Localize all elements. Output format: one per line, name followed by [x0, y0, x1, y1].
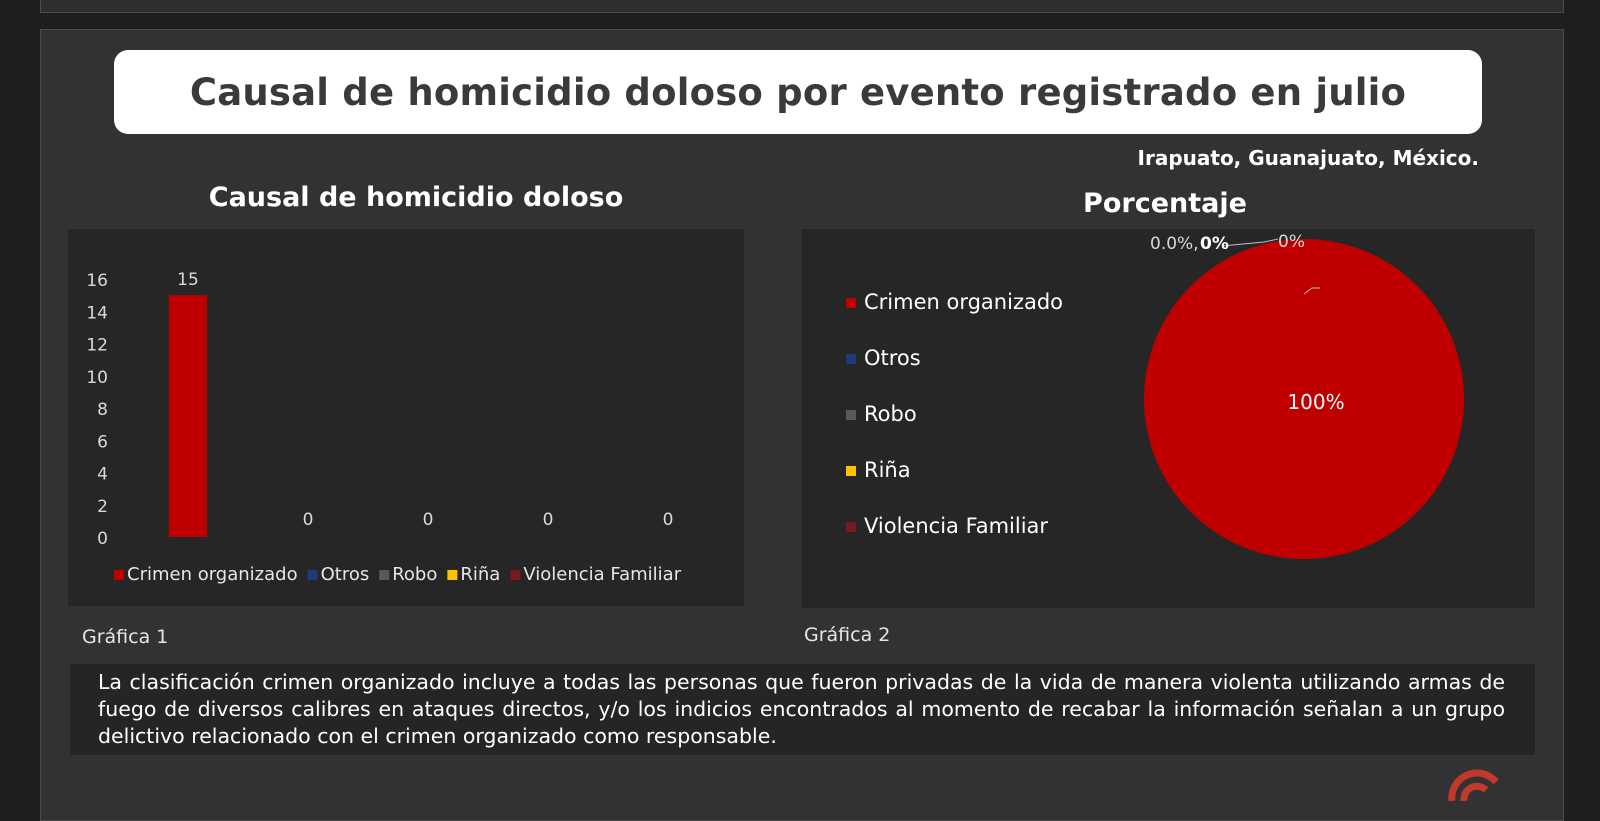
y-tick-label: 12: [86, 336, 108, 356]
y-tick-label: 16: [86, 271, 108, 291]
legend-label: Robo: [392, 564, 437, 585]
y-tick-label: 0: [97, 529, 108, 549]
pie-chart-area: Crimen organizado Otros Robo Riña Violencia …: [802, 229, 1535, 608]
bar: [169, 295, 207, 537]
top-strip: [40, 0, 1564, 13]
legend-swatch: [846, 298, 856, 308]
leader-line: [1303, 287, 1320, 295]
legend-label: Crimen organizado: [127, 564, 298, 585]
bar-data-label: 0: [303, 510, 314, 530]
pie-chart-title: Porcentaje: [1083, 188, 1247, 219]
pie-data-label: 100%: [1287, 390, 1344, 414]
y-tick-label: 4: [97, 465, 108, 485]
pie-data-label: 0%: [1278, 232, 1305, 252]
y-tick-label: 14: [86, 303, 108, 323]
bar-data-label: 0: [423, 510, 434, 530]
legend-swatch: [846, 354, 856, 364]
legend-label: Robo: [864, 402, 917, 426]
y-tick-label: 8: [97, 400, 108, 420]
pie-slice: [1144, 239, 1464, 559]
chart-1-caption: Gráfica 1: [82, 626, 169, 648]
y-tick-label: 10: [86, 368, 108, 388]
legend-label: Riña: [460, 564, 500, 585]
legend-label: Violencia Familiar: [864, 514, 1048, 538]
bar-data-label: 0: [543, 510, 554, 530]
pie-legend: Crimen organizado Otros Robo Riña Violencia …: [846, 290, 1063, 538]
leader-line: [1221, 238, 1279, 247]
legend-label: Otros: [864, 346, 921, 370]
pie-chart: Crimen organizado Otros Robo Riña Violencia …: [846, 232, 1464, 559]
bar-chart-title: Causal de homicidio doloso: [208, 182, 624, 213]
classification-note: La clasificación crimen organizado inclu…: [70, 664, 1535, 755]
legend-swatch: [447, 570, 458, 580]
legend-swatch: [846, 466, 856, 476]
title-banner: Causal de homicidio doloso por evento re…: [114, 50, 1482, 134]
pie-data-label: 0.0%,: [1150, 234, 1199, 254]
bar-chart-area: 0 2 4 6 8 10 12 14 16 15 0 0 0 0 Crimen organizado Otro…: [68, 229, 744, 606]
legend-label: Violencia Familiar: [523, 564, 681, 585]
legend-swatch: [846, 410, 856, 420]
legend-swatch: [114, 570, 124, 580]
location-label: Irapuato, Guanajuato, México.: [1137, 146, 1479, 170]
legend-swatch: [379, 570, 390, 580]
pie-data-label: 0%: [1200, 234, 1229, 254]
legend-label: Crimen organizado: [864, 290, 1063, 314]
bar-data-label: 15: [177, 270, 199, 290]
bar-data-label: 0: [663, 510, 674, 530]
legend-swatch: [846, 522, 856, 532]
legend-swatch: [510, 570, 521, 580]
y-tick-label: 2: [97, 497, 108, 517]
y-tick-label: 6: [97, 432, 108, 452]
chart-2-caption: Gráfica 2: [804, 624, 891, 646]
legend-swatch: [307, 570, 318, 580]
pie-data-label: 0%: [1321, 274, 1351, 296]
brand-logo-icon: [1448, 769, 1499, 801]
page-title: Causal de homicidio doloso por evento re…: [189, 70, 1407, 114]
bar-legend: Crimen organizado Otros Robo Riña Violencia …: [114, 564, 682, 585]
legend-label: Riña: [864, 458, 911, 482]
legend-label: Otros: [321, 564, 370, 585]
bar-chart: 0 2 4 6 8 10 12 14 16 15 0 0 0 0 Crimen organizado Otro…: [86, 270, 682, 585]
